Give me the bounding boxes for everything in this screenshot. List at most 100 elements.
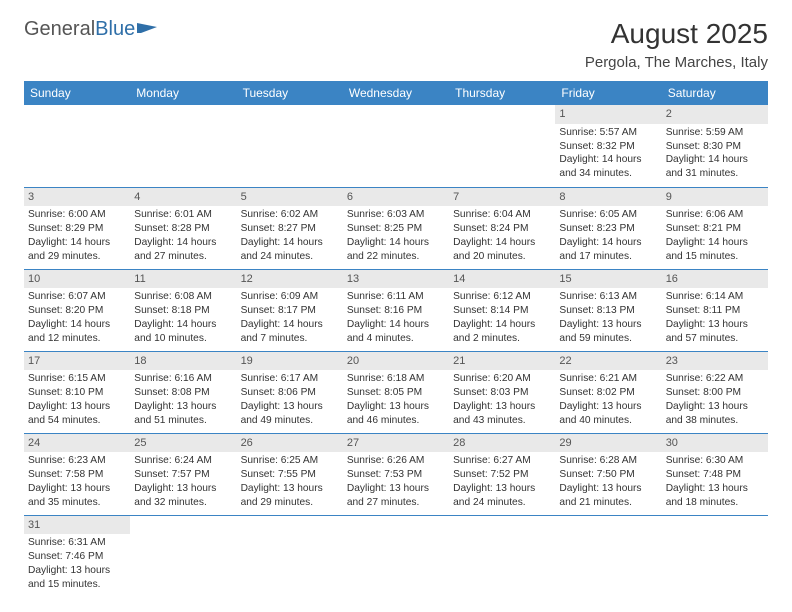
sunrise-text: Sunrise: 6:08 AM [134, 290, 232, 304]
sunrise-text: Sunrise: 6:27 AM [453, 454, 551, 468]
calendar-cell: 25Sunrise: 6:24 AMSunset: 7:57 PMDayligh… [130, 433, 236, 515]
sunrise-text: Sunrise: 6:03 AM [347, 208, 445, 222]
calendar-body: 1 Sunrise: 5:57 AMSunset: 8:32 PMDaylight… [24, 105, 768, 597]
calendar-cell: 8Sunrise: 6:05 AMSunset: 8:23 PMDaylight… [555, 187, 661, 269]
sunset-text: Sunset: 8:29 PM [28, 222, 126, 236]
day-details: Sunrise: 6:28 AMSunset: 7:50 PMDaylight:… [559, 454, 657, 509]
daylight-text: Daylight: 14 hours and 15 minutes. [666, 236, 764, 264]
sunrise-text: Sunrise: 6:07 AM [28, 290, 126, 304]
sunset-text: Sunset: 8:13 PM [559, 304, 657, 318]
day-number: 29 [555, 434, 661, 453]
sunrise-text: Sunrise: 6:12 AM [453, 290, 551, 304]
day-details: Sunrise: 6:17 AMSunset: 8:06 PMDaylight:… [241, 372, 339, 427]
daylight-text: Daylight: 13 hours and 29 minutes. [241, 482, 339, 510]
day-details: Sunrise: 6:08 AMSunset: 8:18 PMDaylight:… [134, 290, 232, 345]
calendar-cell [662, 515, 768, 597]
daylight-text: Daylight: 13 hours and 43 minutes. [453, 400, 551, 428]
daylight-text: Daylight: 13 hours and 24 minutes. [453, 482, 551, 510]
calendar-row: 17Sunrise: 6:15 AMSunset: 8:10 PMDayligh… [24, 351, 768, 433]
calendar-cell: 13Sunrise: 6:11 AMSunset: 8:16 PMDayligh… [343, 269, 449, 351]
day-details: Sunrise: 6:20 AMSunset: 8:03 PMDaylight:… [453, 372, 551, 427]
calendar-cell: 11Sunrise: 6:08 AMSunset: 8:18 PMDayligh… [130, 269, 236, 351]
sunrise-text: Sunrise: 6:15 AM [28, 372, 126, 386]
calendar-cell: 18Sunrise: 6:16 AMSunset: 8:08 PMDayligh… [130, 351, 236, 433]
day-details: Sunrise: 6:01 AMSunset: 8:28 PMDaylight:… [134, 208, 232, 263]
calendar-cell: 19Sunrise: 6:17 AMSunset: 8:06 PMDayligh… [237, 351, 343, 433]
calendar-cell: 29Sunrise: 6:28 AMSunset: 7:50 PMDayligh… [555, 433, 661, 515]
sunset-text: Sunset: 8:20 PM [28, 304, 126, 318]
calendar-row: 10Sunrise: 6:07 AMSunset: 8:20 PMDayligh… [24, 269, 768, 351]
daylight-text: Daylight: 13 hours and 27 minutes. [347, 482, 445, 510]
sunset-text: Sunset: 8:14 PM [453, 304, 551, 318]
daylight-text: Daylight: 13 hours and 32 minutes. [134, 482, 232, 510]
sunrise-text: Sunrise: 6:01 AM [134, 208, 232, 222]
day-details: Sunrise: 6:11 AMSunset: 8:16 PMDaylight:… [347, 290, 445, 345]
sunrise-text: Sunrise: 6:30 AM [666, 454, 764, 468]
day-number: 10 [24, 270, 130, 289]
calendar-header: SundayMondayTuesdayWednesdayThursdayFrid… [24, 81, 768, 105]
weekday-header: Monday [130, 81, 236, 105]
sunset-text: Sunset: 8:11 PM [666, 304, 764, 318]
weekday-header: Thursday [449, 81, 555, 105]
sunset-text: Sunset: 8:24 PM [453, 222, 551, 236]
daylight-text: Daylight: 13 hours and 57 minutes. [666, 318, 764, 346]
day-details: Sunrise: 6:26 AMSunset: 7:53 PMDaylight:… [347, 454, 445, 509]
day-details: Sunrise: 6:04 AMSunset: 8:24 PMDaylight:… [453, 208, 551, 263]
daylight-text: Daylight: 13 hours and 51 minutes. [134, 400, 232, 428]
day-number: 6 [343, 188, 449, 207]
sunrise-text: Sunrise: 6:02 AM [241, 208, 339, 222]
day-details: Sunrise: 6:07 AMSunset: 8:20 PMDaylight:… [28, 290, 126, 345]
day-details: Sunrise: 5:59 AMSunset: 8:30 PMDaylight:… [666, 126, 764, 181]
weekday-header: Wednesday [343, 81, 449, 105]
calendar-cell [343, 515, 449, 597]
sunrise-text: Sunrise: 6:22 AM [666, 372, 764, 386]
logo-text1: General [24, 18, 95, 41]
calendar-cell: 2Sunrise: 5:59 AMSunset: 8:30 PMDaylight… [662, 105, 768, 187]
daylight-text: Daylight: 14 hours and 27 minutes. [134, 236, 232, 264]
day-number: 3 [24, 188, 130, 207]
daylight-text: Daylight: 14 hours and 20 minutes. [453, 236, 551, 264]
sunset-text: Sunset: 8:06 PM [241, 386, 339, 400]
day-number: 21 [449, 352, 555, 371]
calendar-cell: 20Sunrise: 6:18 AMSunset: 8:05 PMDayligh… [343, 351, 449, 433]
sunrise-text: Sunrise: 6:04 AM [453, 208, 551, 222]
calendar-cell [343, 105, 449, 187]
calendar-cell: 28Sunrise: 6:27 AMSunset: 7:52 PMDayligh… [449, 433, 555, 515]
calendar-cell: 14Sunrise: 6:12 AMSunset: 8:14 PMDayligh… [449, 269, 555, 351]
daylight-text: Daylight: 13 hours and 54 minutes. [28, 400, 126, 428]
sunset-text: Sunset: 8:05 PM [347, 386, 445, 400]
day-details: Sunrise: 6:13 AMSunset: 8:13 PMDaylight:… [559, 290, 657, 345]
title-block: August 2025 Pergola, The Marches, Italy [585, 18, 768, 73]
daylight-text: Daylight: 14 hours and 29 minutes. [28, 236, 126, 264]
sunset-text: Sunset: 8:27 PM [241, 222, 339, 236]
calendar-row: 31Sunrise: 6:31 AMSunset: 7:46 PMDayligh… [24, 515, 768, 597]
day-number: 31 [24, 516, 130, 535]
day-details: Sunrise: 6:06 AMSunset: 8:21 PMDaylight:… [666, 208, 764, 263]
day-details: Sunrise: 5:57 AMSunset: 8:32 PMDaylight:… [559, 126, 657, 181]
day-number: 7 [449, 188, 555, 207]
sunset-text: Sunset: 8:28 PM [134, 222, 232, 236]
day-number: 1 [555, 105, 661, 124]
daylight-text: Daylight: 13 hours and 49 minutes. [241, 400, 339, 428]
sunrise-text: Sunrise: 6:25 AM [241, 454, 339, 468]
sunset-text: Sunset: 8:00 PM [666, 386, 764, 400]
sunset-text: Sunset: 7:50 PM [559, 468, 657, 482]
daylight-text: Daylight: 14 hours and 2 minutes. [453, 318, 551, 346]
logo: GeneralBlue [24, 18, 159, 41]
location: Pergola, The Marches, Italy [585, 54, 768, 71]
sunset-text: Sunset: 8:30 PM [666, 140, 764, 154]
calendar-cell: 31Sunrise: 6:31 AMSunset: 7:46 PMDayligh… [24, 515, 130, 597]
day-number: 9 [662, 188, 768, 207]
day-number: 8 [555, 188, 661, 207]
day-details: Sunrise: 6:25 AMSunset: 7:55 PMDaylight:… [241, 454, 339, 509]
daylight-text: Daylight: 14 hours and 10 minutes. [134, 318, 232, 346]
day-number: 22 [555, 352, 661, 371]
calendar-cell [449, 105, 555, 187]
sunset-text: Sunset: 8:16 PM [347, 304, 445, 318]
sunset-text: Sunset: 7:48 PM [666, 468, 764, 482]
sunrise-text: Sunrise: 6:00 AM [28, 208, 126, 222]
day-number: 4 [130, 188, 236, 207]
daylight-text: Daylight: 14 hours and 17 minutes. [559, 236, 657, 264]
sunset-text: Sunset: 8:02 PM [559, 386, 657, 400]
calendar-cell: 23Sunrise: 6:22 AMSunset: 8:00 PMDayligh… [662, 351, 768, 433]
